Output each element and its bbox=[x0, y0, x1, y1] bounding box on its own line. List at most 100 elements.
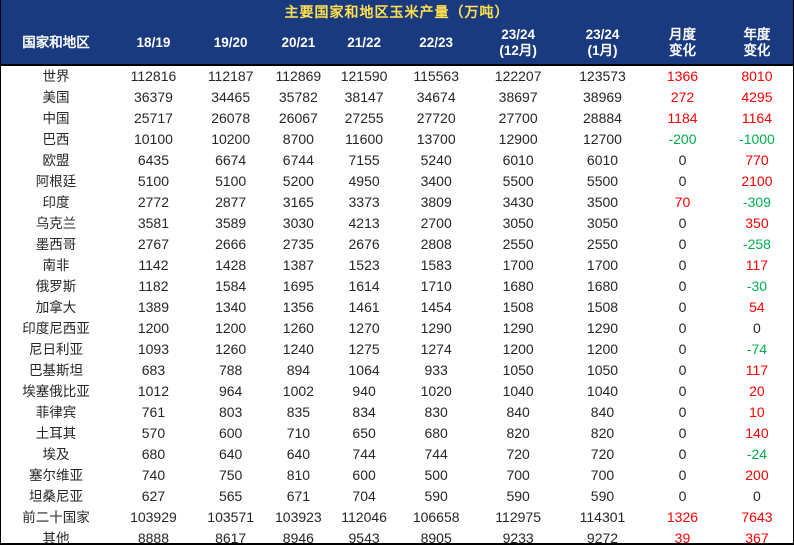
production-value: 8905 bbox=[420, 530, 452, 545]
production-value: 8700 bbox=[282, 131, 314, 147]
production-value: 940 bbox=[352, 383, 376, 399]
column-header-5: 22/23 bbox=[396, 24, 476, 66]
production-value: 5500 bbox=[586, 173, 619, 189]
production-value: 27255 bbox=[344, 110, 384, 126]
country-label: 印度尼西亚 bbox=[22, 321, 90, 336]
production-value: 34465 bbox=[211, 89, 251, 105]
column-header-1: 18/19 bbox=[111, 24, 196, 66]
production-value: 680 bbox=[424, 425, 448, 441]
production-value: 640 bbox=[218, 446, 243, 462]
monthly-change-value: 0 bbox=[678, 320, 687, 336]
yearly-change-value: 7643 bbox=[741, 509, 773, 525]
production-value: 627 bbox=[141, 488, 166, 504]
production-value: 5100 bbox=[215, 173, 247, 189]
production-value: 565 bbox=[218, 488, 243, 504]
yearly-change-value: -74 bbox=[746, 341, 768, 357]
production-value: 11600 bbox=[345, 131, 384, 147]
table-row: 前二十国家 103929 103571 103923 112046 106658 11297… bbox=[1, 507, 793, 528]
yearly-change-value: 8010 bbox=[741, 68, 773, 84]
monthly-change-value: 0 bbox=[678, 362, 687, 378]
production-value: 700 bbox=[590, 467, 615, 483]
production-value: 4213 bbox=[348, 215, 380, 231]
production-value: 1040 bbox=[502, 383, 534, 399]
country-label: 俄罗斯 bbox=[35, 279, 77, 294]
production-value: 740 bbox=[141, 467, 166, 483]
production-value: 744 bbox=[424, 446, 448, 462]
production-value: 704 bbox=[352, 488, 376, 504]
table-row: 乌克兰 3581 3589 3030 4213 2700 3050 3050 0 350 bbox=[1, 213, 793, 234]
country-label: 乌克兰 bbox=[35, 216, 77, 231]
production-value: 1200 bbox=[215, 320, 247, 336]
country-label: 巴西 bbox=[42, 132, 70, 147]
production-value: 1200 bbox=[137, 320, 170, 336]
production-value: 112187 bbox=[207, 68, 254, 84]
production-value: 1695 bbox=[282, 278, 314, 294]
production-value: 1428 bbox=[215, 257, 247, 273]
yearly-change-value: 10 bbox=[749, 404, 765, 420]
table-row: 欧盟 6435 6674 6744 7155 5240 6010 6010 0 770 bbox=[1, 150, 793, 171]
country-label: 菲律宾 bbox=[35, 405, 77, 420]
country-label: 美国 bbox=[42, 90, 70, 105]
production-value: 710 bbox=[286, 425, 311, 441]
production-value: 1290 bbox=[502, 320, 534, 336]
production-value: 10100 bbox=[133, 131, 173, 147]
country-label: 尼日利亚 bbox=[29, 342, 84, 357]
yearly-change-value: 20 bbox=[749, 383, 765, 399]
table-row: 墨西哥 2767 2666 2735 2676 2808 2550 2550 0 -258 bbox=[1, 234, 793, 255]
production-value: 3373 bbox=[348, 194, 380, 210]
production-value: 38969 bbox=[583, 89, 622, 105]
yearly-change-value: 1164 bbox=[741, 110, 772, 126]
column-header-7: 23/24 (1月) bbox=[560, 24, 645, 66]
table-row: 加拿大 1389 1340 1356 1461 1454 1508 1508 0 54 bbox=[1, 297, 793, 318]
table-row: 尼日利亚 1093 1260 1240 1275 1274 1200 1200 0 -74 bbox=[1, 339, 793, 360]
monthly-change-value: 0 bbox=[678, 152, 687, 168]
production-value: 1002 bbox=[282, 383, 314, 399]
country-label: 阿根廷 bbox=[35, 174, 77, 189]
country-label: 加拿大 bbox=[35, 300, 77, 315]
table-title: 主要国家和地区玉米产量（万吨） bbox=[1, 0, 793, 24]
monthly-change-value: 0 bbox=[678, 488, 687, 504]
production-value: 115563 bbox=[413, 68, 460, 84]
production-value: 1523 bbox=[348, 257, 380, 273]
production-value: 2808 bbox=[420, 236, 452, 252]
production-value: 720 bbox=[506, 446, 530, 462]
monthly-change-value: 0 bbox=[678, 467, 687, 483]
production-value: 106658 bbox=[412, 509, 460, 525]
production-value: 650 bbox=[352, 425, 376, 441]
production-value: 9543 bbox=[348, 530, 380, 545]
production-value: 1274 bbox=[420, 341, 452, 357]
column-header-8: 月度 变化 bbox=[644, 24, 721, 66]
production-value: 1461 bbox=[348, 299, 380, 315]
country-label: 巴基斯坦 bbox=[29, 363, 84, 378]
production-value: 3400 bbox=[420, 173, 452, 189]
country-label: 其他 bbox=[42, 531, 70, 545]
yearly-change-value: 4295 bbox=[741, 89, 773, 105]
production-value: 750 bbox=[218, 467, 243, 483]
production-value: 112869 bbox=[275, 68, 322, 84]
monthly-change-value: 1366 bbox=[666, 68, 699, 84]
production-value: 1200 bbox=[502, 341, 534, 357]
production-value: 1142 bbox=[138, 257, 169, 273]
yearly-change-value: -1000 bbox=[739, 131, 775, 147]
production-value: 700 bbox=[506, 467, 530, 483]
production-value: 1356 bbox=[282, 299, 314, 315]
production-value: 9272 bbox=[586, 530, 619, 545]
production-value: 1700 bbox=[502, 257, 534, 273]
production-value: 3500 bbox=[586, 194, 619, 210]
production-value: 683 bbox=[141, 362, 166, 378]
title-row: 主要国家和地区玉米产量（万吨） bbox=[1, 0, 793, 24]
production-value: 28884 bbox=[583, 110, 622, 126]
monthly-change-value: 0 bbox=[678, 299, 687, 315]
monthly-change-value: 39 bbox=[674, 530, 691, 545]
production-value: 744 bbox=[352, 446, 376, 462]
table-body: 世界 112816 112187 112869 121590 115563 122207 12… bbox=[1, 65, 793, 545]
production-value: 1508 bbox=[502, 299, 534, 315]
table-row: 印度 2772 2877 3165 3373 3809 3430 3500 70 -309 bbox=[1, 192, 793, 213]
production-value: 600 bbox=[218, 425, 243, 441]
production-value: 1012 bbox=[137, 383, 170, 399]
country-label: 南非 bbox=[42, 258, 70, 273]
production-value: 5100 bbox=[137, 173, 170, 189]
yearly-change-value: 117 bbox=[745, 257, 769, 273]
monthly-change-value: 1184 bbox=[667, 110, 698, 126]
